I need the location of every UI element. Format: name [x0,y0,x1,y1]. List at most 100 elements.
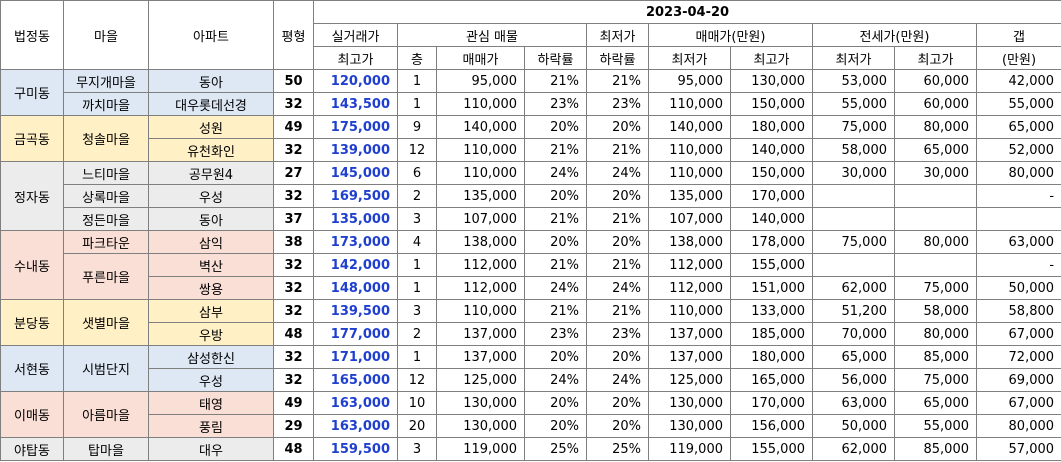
real-price-cell: 177,000 [313,322,398,346]
apt-cell: 유천화인 [148,138,274,162]
size-cell: 32 [273,276,314,300]
village-cell: 정든마을 [63,207,149,231]
low-rate-cell: 24% [586,276,649,300]
jeonse-min-cell [812,207,895,231]
low-rate-cell: 20% [586,345,649,369]
jeonse-min-cell: 53,000 [812,69,895,93]
header-dong: 법정동 [0,0,64,70]
low-rate-cell: 25% [586,437,649,461]
jeonse-min-cell: 62,000 [812,437,895,461]
trade-min-cell: 112,000 [648,276,731,300]
real-price-cell: 163,000 [313,391,398,415]
apt-cell: 대우 [148,437,274,461]
sale-price-cell: 138,000 [436,230,525,254]
trade-min-cell: 110,000 [648,138,731,162]
header-village: 마을 [63,0,149,70]
floor-cell: 1 [397,253,437,277]
trade-min-cell: 110,000 [648,299,731,323]
low-rate-cell: 23% [586,92,649,116]
jeonse-min-cell: 55,000 [812,92,895,116]
low-rate-cell: 21% [586,69,649,93]
real-price-cell: 171,000 [313,345,398,369]
trade-min-cell: 130,000 [648,414,731,438]
real-price-cell: 148,000 [313,276,398,300]
header-size: 평형 [273,0,314,70]
dong-cell: 정자동 [0,161,64,231]
floor-cell: 12 [397,138,437,162]
gap-cell: 80,000 [975,161,1061,185]
low-rate-cell: 20% [586,414,649,438]
trade-min-cell: 137,000 [648,345,731,369]
drop-rate-cell: 24% [524,161,587,185]
jeonse-max-cell [894,253,977,277]
dong-cell: 분당동 [0,299,64,346]
size-cell: 32 [273,368,314,392]
floor-cell: 2 [397,184,437,208]
jeonse-min-cell [812,253,895,277]
floor-cell: 3 [397,299,437,323]
drop-rate-cell: 21% [524,299,587,323]
drop-rate-cell: 21% [524,138,587,162]
header-jeonse-min: 최저가 [812,46,895,70]
size-cell: 49 [273,115,314,139]
low-rate-cell: 24% [586,368,649,392]
trade-max-cell: 180,000 [730,115,813,139]
trade-max-cell: 130,000 [730,69,813,93]
size-cell: 27 [273,161,314,185]
real-price-cell: 139,500 [313,299,398,323]
header-jeonse-group: 전세가(만원) [812,23,977,47]
real-price-cell: 135,000 [313,207,398,231]
floor-cell: 20 [397,414,437,438]
real-price-cell: 120,000 [313,69,398,93]
size-cell: 38 [273,230,314,254]
trade-min-cell: 135,000 [648,184,731,208]
trade-min-cell: 110,000 [648,161,731,185]
jeonse-min-cell: 70,000 [812,322,895,346]
sale-price-cell: 95,000 [436,69,525,93]
drop-rate-cell: 21% [524,253,587,277]
gap-cell: 50,000 [975,276,1061,300]
sale-price-cell: 140,000 [436,115,525,139]
gap-cell: 57,000 [975,437,1061,461]
floor-cell: 3 [397,437,437,461]
dong-cell: 금곡동 [0,115,64,162]
header-trade-min: 최저가 [648,46,731,70]
drop-rate-cell: 20% [524,345,587,369]
jeonse-max-cell: 85,000 [894,437,977,461]
sale-price-cell: 137,000 [436,322,525,346]
trade-min-cell: 140,000 [648,115,731,139]
apt-cell: 쌍용 [148,276,274,300]
dong-cell: 이매동 [0,391,64,438]
apt-cell: 동아 [148,69,274,93]
drop-rate-cell: 21% [524,69,587,93]
size-cell: 49 [273,391,314,415]
jeonse-max-cell [894,207,977,231]
real-price-cell: 143,500 [313,92,398,116]
trade-min-cell: 130,000 [648,391,731,415]
jeonse-max-cell: 80,000 [894,115,977,139]
gap-cell: 65,000 [975,115,1061,139]
gap-cell: 55,000 [975,92,1061,116]
header-floor: 층 [397,46,437,70]
village-cell: 무지개마을 [63,69,149,93]
size-cell: 32 [273,184,314,208]
header-drop-rate: 하락률 [524,46,587,70]
village-cell: 푸른마을 [63,253,149,300]
gap-cell: - [975,184,1061,208]
gap-cell [975,207,1061,231]
drop-rate-cell: 20% [524,115,587,139]
floor-cell: 12 [397,368,437,392]
header-apt: 아파트 [148,0,274,70]
jeonse-min-cell: 30,000 [812,161,895,185]
sale-price-cell: 107,000 [436,207,525,231]
trade-min-cell: 107,000 [648,207,731,231]
trade-min-cell: 125,000 [648,368,731,392]
village-cell: 탑마을 [63,437,149,461]
sale-price-cell: 137,000 [436,345,525,369]
jeonse-max-cell: 30,000 [894,161,977,185]
gap-cell: - [975,253,1061,277]
trade-max-cell: 170,000 [730,184,813,208]
jeonse-max-cell: 75,000 [894,276,977,300]
floor-cell: 1 [397,69,437,93]
jeonse-max-cell: 55,000 [894,414,977,438]
